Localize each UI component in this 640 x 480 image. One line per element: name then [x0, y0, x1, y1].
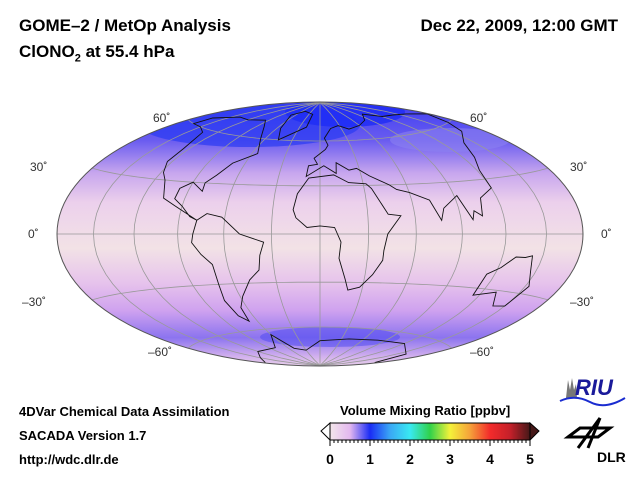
species-level: ClONO2 at 55.4 hPa [19, 42, 174, 64]
coastline [277, 110, 314, 141]
colorbar-tick-label: 2 [406, 451, 414, 467]
map-field [57, 102, 583, 366]
coastline [305, 113, 492, 222]
coastline [472, 255, 534, 307]
species-subscript: 2 [74, 52, 81, 65]
lat-label-eq-left: 0˚ [28, 227, 39, 241]
meridian-line [319, 102, 417, 366]
riu-logo: RIU [559, 375, 626, 407]
coastline [257, 333, 407, 364]
footer-line1: 4DVar Chemical Data Assimilation [19, 404, 230, 419]
footer-line2: SACADA Version 1.7 [19, 428, 147, 443]
meridian-line [133, 102, 321, 366]
colorbar [320, 421, 540, 446]
colorbar-tick-label: 1 [366, 451, 374, 467]
riu-logo-text: RIU [575, 375, 614, 400]
colorbar-title: Volume Mixing Ratio [ppbv] [340, 403, 511, 418]
meridian-line [177, 102, 321, 366]
lat-label-60s-right: –60˚ [470, 345, 495, 359]
dlr-logo-text: DLR [597, 449, 626, 465]
coastline [163, 116, 267, 221]
meridian-line [319, 102, 547, 366]
dlr-logo: DLR [563, 417, 626, 465]
colorbar-tick-label: 0 [326, 451, 334, 467]
level: at 55.4 hPa [80, 42, 175, 61]
datetime: Dec 22, 2009, 12:00 GMT [420, 16, 618, 35]
colorbar-tick-label: 4 [486, 451, 494, 467]
lat-label-60n-right: 60˚ [470, 111, 488, 125]
colorbar-tick-label: 3 [446, 451, 454, 467]
meridian-line [270, 102, 321, 366]
meridian-line [223, 102, 321, 366]
colorbar-tick-label: 5 [526, 451, 534, 467]
meridian-line [319, 102, 507, 366]
lat-label-30s-left: –30˚ [22, 295, 47, 309]
graticule [57, 102, 583, 366]
coastline [191, 213, 265, 323]
lat-label-30n-left: 30˚ [30, 160, 48, 174]
meridian-line [319, 102, 370, 366]
lat-label-60s-left: –60˚ [148, 345, 173, 359]
coastline [292, 174, 402, 291]
coastlines [163, 110, 534, 364]
footer-url[interactable]: http://wdc.dlr.de [19, 452, 119, 467]
map-border [56, 101, 584, 367]
meridian-line [319, 102, 463, 366]
lat-label-30s-right: –30˚ [570, 295, 595, 309]
lat-label-30n-right: 30˚ [570, 160, 588, 174]
lat-label-eq-right: 0˚ [601, 227, 612, 241]
title: GOME–2 / MetOp Analysis [19, 16, 231, 35]
lat-label-60n-left: 60˚ [153, 111, 171, 125]
species: ClONO [19, 42, 75, 61]
